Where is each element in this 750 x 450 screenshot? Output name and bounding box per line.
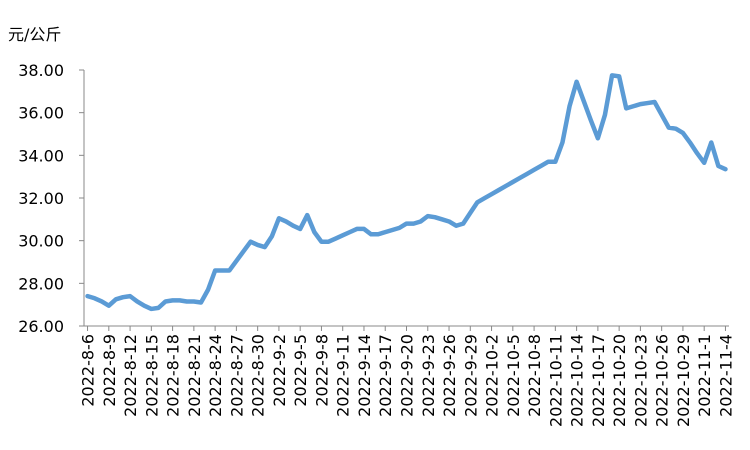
x-tick-label: 2022-8-15 xyxy=(142,334,161,417)
x-tick-label: 2022-9-17 xyxy=(376,334,395,417)
x-tick-label: 2022-10-5 xyxy=(504,334,523,417)
x-tick-label: 2022-9-11 xyxy=(334,334,353,417)
y-tick-label: 34.00 xyxy=(18,146,64,165)
x-tick-label: 2022-9-20 xyxy=(398,334,417,417)
y-tick-label: 26.00 xyxy=(18,317,64,336)
x-tick-label: 2022-10-20 xyxy=(610,334,629,427)
x-tick-label: 2022-11-4 xyxy=(716,334,735,417)
x-tick-label: 2022-10-2 xyxy=(483,334,502,417)
y-tick-label: 36.00 xyxy=(18,104,64,123)
y-axis-label: 元/公斤 xyxy=(8,25,61,44)
x-tick-label: 2022-10-17 xyxy=(589,334,608,427)
y-tick-label: 30.00 xyxy=(18,232,64,251)
x-tick-label: 2022-10-29 xyxy=(674,334,693,427)
line xyxy=(85,73,728,312)
x-tick-label: 2022-10-14 xyxy=(568,334,587,427)
x-tick-label: 2022-11-1 xyxy=(695,334,714,417)
x-tick-label: 2022-8-24 xyxy=(206,334,225,417)
x-tick-label: 2022-8-30 xyxy=(249,334,268,417)
x-tick-label: 2022-8-18 xyxy=(164,334,183,417)
x-tick-label: 2022-8-6 xyxy=(79,334,98,407)
x-tick-label: 2022-10-8 xyxy=(525,334,544,417)
x-tick-label: 2022-9-26 xyxy=(440,334,459,417)
x-tick-label: 2022-9-5 xyxy=(291,334,310,407)
x-tick-label: 2022-9-29 xyxy=(461,334,480,417)
x-tick-label: 2022-8-9 xyxy=(100,334,119,407)
y-tick-label: 32.00 xyxy=(18,189,64,208)
y-tick-label: 38.00 xyxy=(18,61,64,80)
x-tick-label: 2022-8-21 xyxy=(185,334,204,417)
x-tick-label: 2022-10-11 xyxy=(546,334,565,427)
x-tick-label: 2022-9-14 xyxy=(355,334,374,417)
y-tick-label: 28.00 xyxy=(18,274,64,293)
x-tick-label: 2022-9-2 xyxy=(270,334,289,407)
x-tick-label: 2022-9-23 xyxy=(419,334,438,417)
x-tick-label: 2022-8-12 xyxy=(121,334,140,417)
x-tick-label: 2022-10-23 xyxy=(631,334,650,427)
x-tick-label: 2022-8-27 xyxy=(227,334,246,417)
x-tick-label: 2022-9-8 xyxy=(312,334,331,407)
x-tick-label: 2022-10-26 xyxy=(653,334,672,427)
